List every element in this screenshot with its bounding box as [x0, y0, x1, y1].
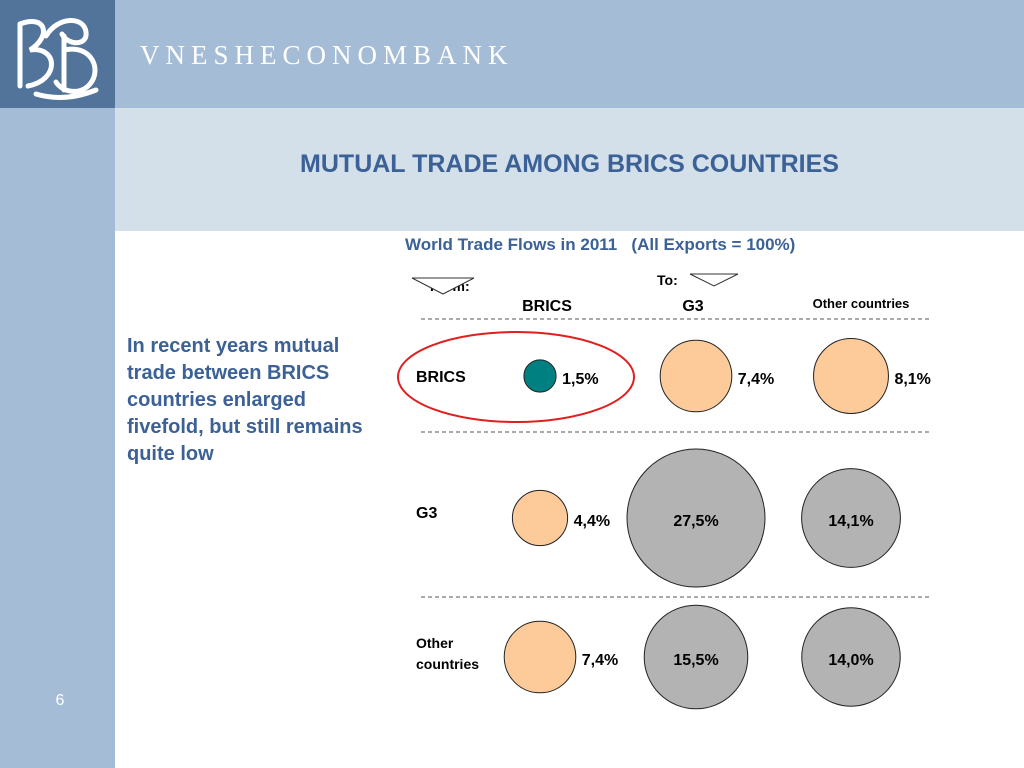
data-label: 27,5% — [673, 513, 718, 530]
sidebar — [0, 108, 115, 768]
data-label: 7,4% — [582, 652, 618, 669]
data-label: 15,5% — [673, 652, 718, 669]
column-label: G3 — [682, 298, 703, 315]
page-number: 6 — [55, 692, 65, 709]
row-label: BRICS — [416, 369, 466, 386]
bubble — [643, 604, 749, 710]
from-arrow-icon — [411, 277, 475, 295]
data-label: 7,4% — [738, 371, 774, 388]
data-label: 4,4% — [574, 513, 610, 530]
logo — [0, 0, 115, 108]
slide-note: In recent years mutual trade between BRI… — [127, 335, 363, 465]
highlight-ellipse — [397, 331, 635, 423]
header-band — [0, 0, 1024, 108]
bubble — [626, 448, 766, 588]
to-label: To: — [657, 272, 678, 288]
bubble — [801, 468, 901, 568]
row-label: Other — [416, 635, 454, 651]
data-label: 14,0% — [828, 652, 873, 669]
row-label: G3 — [416, 505, 437, 522]
data-label: 1,5% — [562, 371, 598, 388]
bubble — [511, 489, 569, 547]
bubble — [801, 607, 901, 707]
column-label: Other countries — [813, 296, 910, 311]
slide-title: MUTUAL TRADE AMONG BRICS COUNTRIES — [300, 150, 839, 178]
column-label: BRICS — [522, 298, 572, 315]
data-label: 8,1% — [894, 371, 930, 388]
title-band — [115, 108, 1024, 231]
data-label: 14,1% — [828, 513, 873, 530]
chart-title: World Trade Flows in 2011 (All Exports =… — [405, 235, 796, 254]
brand-name: VNESHECONOMBANK — [140, 40, 514, 70]
bubble — [523, 359, 557, 393]
veb-monogram-icon — [17, 18, 99, 100]
row-label: countries — [416, 656, 479, 672]
bubble — [503, 620, 577, 694]
bubble — [813, 338, 889, 414]
to-arrow-icon — [689, 273, 739, 287]
bubble — [659, 339, 733, 413]
